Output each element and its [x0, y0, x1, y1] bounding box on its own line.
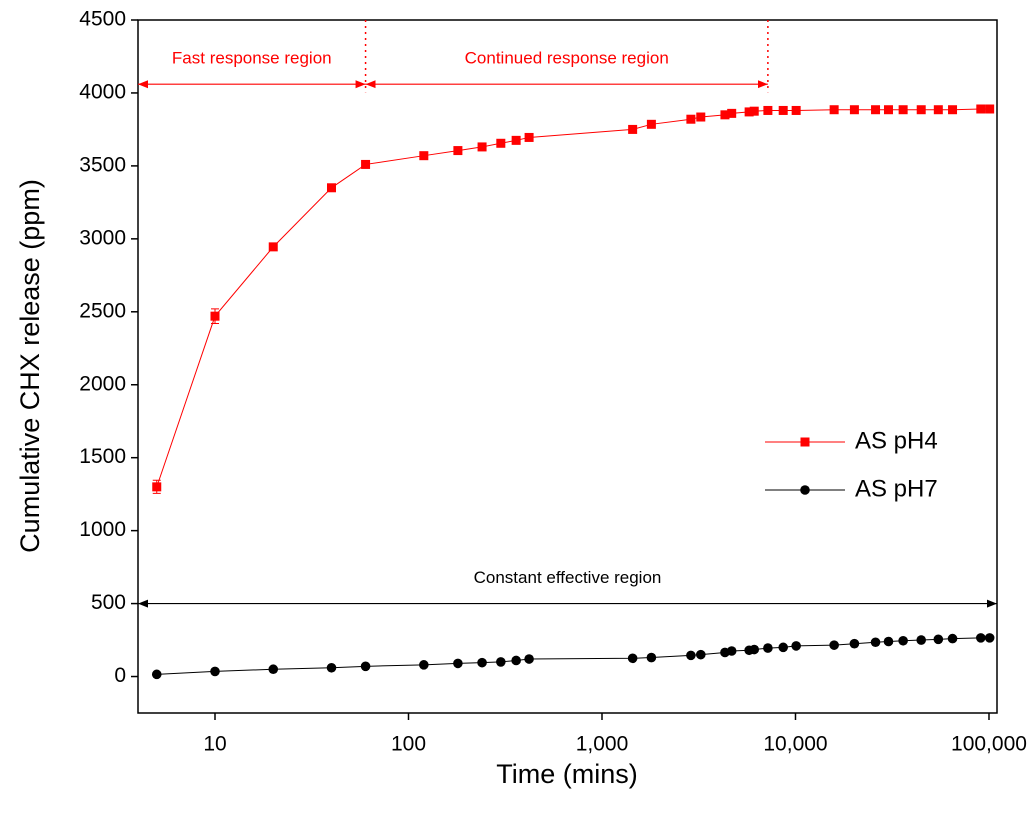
data-point — [628, 124, 638, 134]
y-tick-label: 4000 — [79, 80, 126, 103]
y-tick-label: 0 — [114, 664, 126, 687]
data-point — [686, 114, 696, 124]
data-point — [916, 635, 927, 645]
data-point — [976, 633, 986, 643]
data-point — [210, 666, 220, 677]
data-point — [696, 112, 706, 122]
data-point — [749, 644, 760, 655]
legend: AS pH4 AS pH7 — [765, 427, 938, 502]
legend-marker — [800, 437, 810, 447]
y-tick-label: 3000 — [79, 226, 126, 249]
region-label: Continued response region — [465, 49, 669, 68]
data-point — [976, 104, 986, 114]
data-point — [883, 636, 894, 647]
data-point — [152, 482, 162, 492]
data-point — [210, 311, 220, 321]
x-tick-label: 10,000 — [763, 733, 827, 756]
data-point — [984, 633, 995, 643]
data-point — [453, 146, 463, 156]
y-tick-label: 3500 — [79, 153, 126, 176]
data-point — [933, 634, 944, 645]
data-point — [778, 642, 789, 653]
data-point — [791, 641, 801, 651]
x-tick-label: 100,000 — [951, 733, 1027, 756]
data-point — [646, 119, 656, 129]
data-point — [849, 105, 859, 115]
y-tick-label: 1500 — [79, 445, 126, 468]
data-point — [849, 638, 860, 649]
data-point — [744, 107, 754, 117]
data-point — [720, 110, 730, 120]
data-point — [749, 106, 759, 116]
data-point — [511, 655, 521, 666]
data-point — [686, 650, 696, 661]
data-point — [829, 105, 839, 115]
data-point — [627, 653, 638, 664]
data-point — [763, 105, 773, 115]
series-line — [156, 637, 990, 675]
legend-label: AS pH7 — [855, 475, 938, 502]
data-point — [151, 669, 162, 680]
data-point — [646, 652, 657, 663]
data-point — [763, 643, 773, 653]
y-tick-label: 1000 — [79, 518, 126, 541]
data-point — [898, 635, 908, 646]
y-tick-label: 4500 — [79, 8, 126, 31]
data-point — [916, 105, 926, 115]
data-point — [496, 657, 506, 667]
data-point — [870, 637, 881, 648]
y-tick-label: 2500 — [79, 299, 126, 322]
data-point — [726, 646, 737, 656]
plot-frame — [137, 19, 998, 714]
data-point — [326, 183, 336, 193]
data-point — [829, 640, 839, 650]
data-point — [419, 151, 429, 161]
x-tick-label: 10 — [203, 733, 226, 756]
data-point — [985, 104, 995, 114]
y-axis-title: Cumulative CHX release (ppm) — [15, 179, 45, 553]
data-point — [268, 242, 278, 252]
data-point — [524, 132, 534, 142]
x-tick-label: 100 — [391, 733, 426, 756]
data-point — [791, 105, 801, 115]
y-tick-label: 500 — [91, 591, 126, 614]
data-point — [695, 649, 706, 660]
x-tick-label: 1,000 — [576, 733, 629, 756]
data-point — [948, 105, 958, 115]
region-label: Fast response region — [172, 49, 332, 68]
data-point — [898, 105, 908, 115]
data-point — [947, 633, 958, 644]
data-point — [419, 660, 429, 670]
x-axis-title: Time (mins) — [496, 759, 638, 789]
legend-label: AS pH4 — [855, 427, 938, 454]
data-point — [778, 105, 788, 115]
data-point — [453, 658, 463, 669]
data-point — [360, 661, 371, 672]
data-point — [326, 662, 337, 673]
data-point — [727, 108, 737, 118]
data-point — [511, 135, 521, 145]
data-point — [268, 664, 279, 675]
y-tick-label: 2000 — [79, 372, 126, 395]
data-point — [524, 654, 534, 664]
data-point — [477, 142, 487, 152]
data-point — [361, 159, 371, 169]
legend-marker — [800, 485, 810, 495]
region-label: Constant effective region — [474, 568, 662, 587]
data-point — [496, 138, 506, 148]
data-point — [477, 657, 487, 668]
data-point — [871, 105, 881, 115]
data-point — [933, 105, 943, 115]
data-point — [883, 105, 893, 115]
